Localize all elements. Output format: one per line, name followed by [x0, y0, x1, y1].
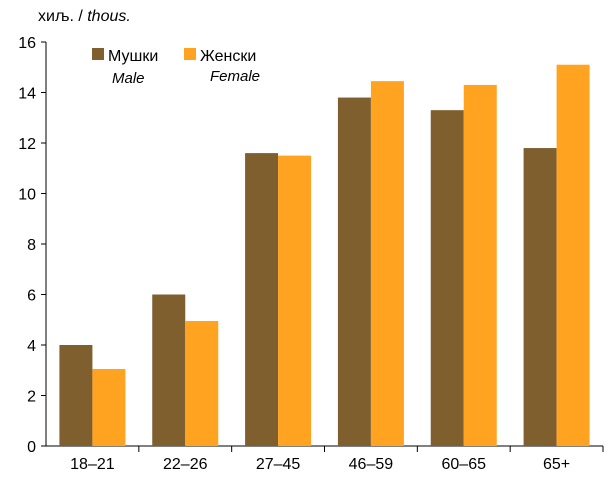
legend-label-en: Female — [210, 68, 260, 85]
bar-female — [278, 155, 312, 446]
y-tick-label: 4 — [27, 338, 36, 355]
x-tick-labels: 18–21 22–26 27–45 46–59 60–65 65+ — [70, 456, 570, 473]
bar-female — [370, 81, 404, 446]
legend-label: Мушки — [108, 48, 158, 65]
y-tick-label: 2 — [27, 389, 36, 406]
y-tick-label: 12 — [18, 136, 36, 153]
bar-female — [92, 368, 126, 446]
x-tick-label: 27–45 — [256, 456, 301, 473]
bar-female — [463, 84, 497, 447]
x-tick-label: 46–59 — [349, 456, 394, 473]
bar-female — [185, 321, 219, 446]
bar-male — [523, 148, 557, 447]
legend-swatch — [184, 48, 196, 60]
legend-label-en: Male — [112, 70, 145, 87]
bar-male — [245, 153, 279, 446]
y-tick-label: 0 — [27, 439, 36, 456]
x-tick-label: 18–21 — [70, 456, 115, 473]
x-tick-label: 22–26 — [163, 456, 208, 473]
x-tick-label: 60–65 — [442, 456, 487, 473]
bars — [59, 64, 590, 447]
y-tick-labels: 0 2 4 6 8 10 12 14 16 — [18, 35, 36, 456]
axes — [41, 41, 604, 452]
bar-male — [430, 110, 464, 447]
legend-swatch — [92, 48, 104, 60]
legend-label: Женски — [200, 48, 256, 65]
y-unit-label: хиљ. / thous. — [38, 8, 131, 26]
y-tick-label: 10 — [18, 187, 36, 204]
y-tick-label: 14 — [18, 86, 36, 103]
unit-label-en: thous. — [87, 8, 131, 25]
x-tick-label: 65+ — [543, 456, 570, 473]
bar-male — [152, 294, 186, 446]
legend: Мушки Male Женски Female — [92, 48, 260, 87]
bar-male — [59, 345, 93, 446]
unit-label-separator: / — [73, 8, 88, 25]
y-tick-label: 8 — [27, 237, 36, 254]
y-tick-label: 6 — [27, 288, 36, 305]
y-tick-label: 16 — [18, 35, 36, 52]
unit-label-mk: хиљ. — [38, 8, 74, 25]
bar-female — [556, 64, 590, 446]
bar-male — [337, 97, 371, 447]
